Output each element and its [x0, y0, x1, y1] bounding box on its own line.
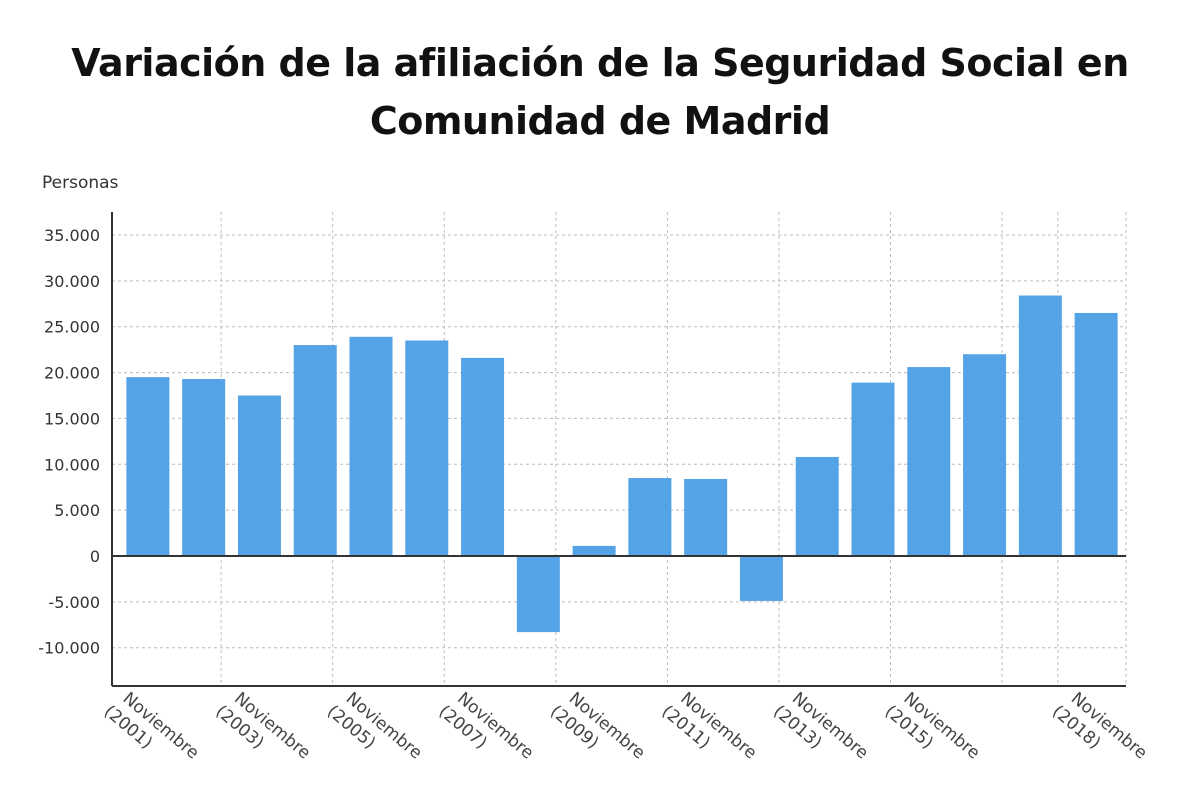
bar [684, 478, 728, 556]
y-tick-label: 20.000 [44, 364, 100, 383]
bar [237, 395, 281, 556]
y-axis-label: Personas [42, 173, 119, 193]
bar [293, 345, 337, 556]
bar [516, 556, 560, 633]
bar [1018, 295, 1062, 556]
x-tick-label: Noviembre(2011) [658, 689, 761, 764]
bar [461, 357, 505, 556]
y-tick-label: 25.000 [44, 318, 100, 337]
bar [126, 377, 170, 556]
bar [349, 336, 393, 556]
x-tick-label: Noviembre(2007) [435, 689, 538, 764]
bar [405, 340, 449, 556]
x-tick-label: Noviembre(2018) [1048, 689, 1151, 764]
x-tick-label: Noviembre(2001) [100, 689, 203, 764]
x-tick-label: Noviembre(2003) [211, 689, 314, 764]
y-tick-label: 30.000 [44, 272, 100, 291]
y-tick-label: 15.000 [44, 409, 100, 428]
bar [851, 382, 895, 556]
bar [963, 354, 1007, 556]
x-tick-label: Noviembre(2009) [546, 689, 649, 764]
bar [739, 556, 783, 601]
x-tick-label: Noviembre(2005) [323, 689, 426, 764]
bar [182, 378, 226, 556]
chart-title-line-1: Variación de la afiliación de la Segurid… [71, 41, 1129, 85]
y-tick-label: 10.000 [44, 455, 100, 474]
y-tick-label: 35.000 [44, 226, 100, 245]
y-tick-label: 5.000 [54, 501, 100, 520]
bar [907, 367, 951, 556]
chart-title-line-2: Comunidad de Madrid [369, 99, 831, 143]
x-tick-label: Noviembre(2015) [881, 689, 984, 764]
bar [1074, 312, 1118, 556]
bar [572, 545, 616, 556]
bar [628, 478, 672, 556]
y-tick-label: -5.000 [48, 593, 100, 612]
y-tick-label: -10.000 [38, 639, 100, 658]
y-tick-label: 0 [90, 547, 100, 566]
x-tick-label: Noviembre(2013) [769, 689, 872, 764]
chart-title: Variación de la afiliación de la Segurid… [0, 34, 1200, 150]
bar [795, 456, 839, 556]
